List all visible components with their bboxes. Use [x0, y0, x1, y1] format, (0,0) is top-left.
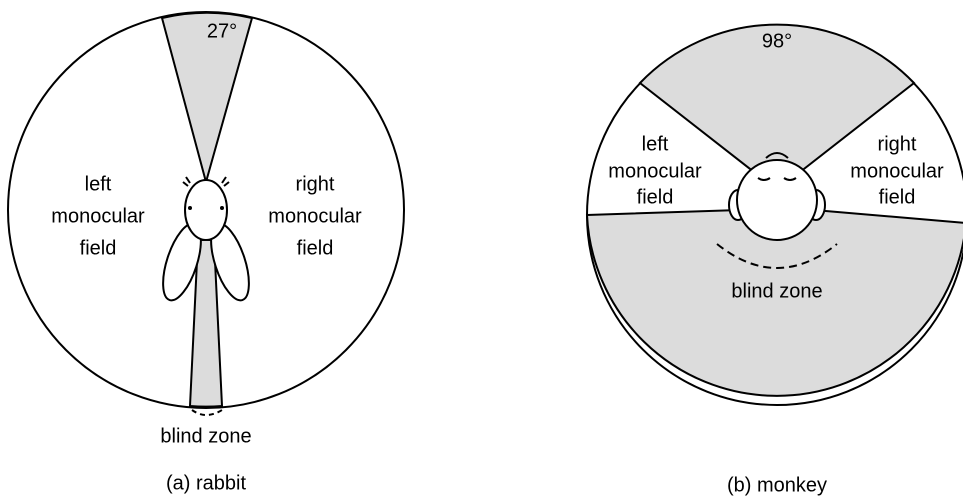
right-label: monocular	[268, 205, 362, 227]
monkey-diagram: 98° left monocular field right monocular…	[585, 23, 963, 496]
left-label: left	[642, 133, 669, 155]
right-label: field	[879, 186, 916, 208]
left-label: monocular	[51, 205, 145, 227]
caption: (a) rabbit	[166, 472, 246, 494]
blind-zone-arc	[716, 243, 838, 269]
right-label: monocular	[850, 160, 944, 182]
head	[736, 159, 818, 241]
binocular-wedge	[638, 23, 916, 192]
head	[184, 179, 228, 241]
blind-zone-label: blind zone	[160, 425, 251, 447]
eye	[220, 206, 224, 210]
angle-label: 98°	[762, 30, 792, 52]
right-label: right	[878, 133, 917, 155]
left-label: field	[637, 186, 674, 208]
eye	[188, 206, 192, 210]
left-label: field	[80, 237, 117, 259]
blind-zone-label: blind zone	[731, 280, 822, 302]
blind-zone-arc	[191, 409, 223, 416]
binocular-wedge	[160, 11, 254, 186]
rear-wedge	[188, 239, 224, 408]
rabbit-diagram: 27° left monocular field right monocular…	[7, 11, 405, 494]
whiskers	[182, 176, 230, 187]
angle-label: 27°	[207, 20, 237, 42]
right-label: right	[296, 173, 335, 195]
caption: (b) monkey	[727, 474, 827, 496]
nose	[765, 152, 789, 159]
rear-region	[585, 209, 963, 397]
left-label: monocular	[608, 160, 702, 182]
left-label: left	[85, 173, 112, 195]
eyes	[757, 177, 797, 181]
right-label: field	[297, 237, 334, 259]
